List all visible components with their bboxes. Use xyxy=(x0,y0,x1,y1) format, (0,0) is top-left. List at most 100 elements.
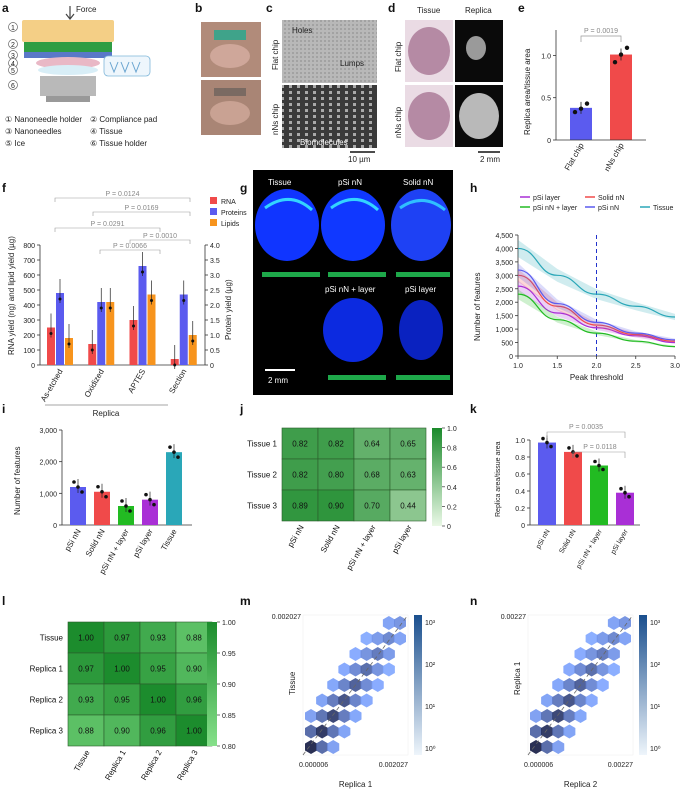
device-photo-top-chip xyxy=(214,30,246,40)
k-point xyxy=(567,446,571,450)
chart-h-features-vs-threshold: 0 500 1,000 1,500 2,000 2,500 3,000 3,500 4,000 4… xyxy=(473,195,680,382)
k-y-tick-label: 0.6 xyxy=(515,472,525,479)
j-cell-label: 0.90 xyxy=(328,502,344,511)
f-y2-tick-label: 3.0 xyxy=(210,273,220,280)
n-hexbin xyxy=(574,693,587,708)
f-y2-tick-label: 0 xyxy=(210,363,214,370)
k-point xyxy=(601,467,605,472)
l-colorbar-label-3: 0.95 xyxy=(222,651,236,658)
n-hexbin xyxy=(585,647,598,661)
k-x-tick-label-0: pSi nN xyxy=(535,529,552,551)
i-point xyxy=(96,484,100,489)
m-y-axis-label: Tissue xyxy=(288,671,297,695)
l-cell xyxy=(103,683,141,716)
i-point xyxy=(104,494,108,499)
f-point xyxy=(99,306,103,310)
e-point xyxy=(612,59,618,65)
f-p-value-0: P = 0.0124 xyxy=(106,191,140,198)
l-cell xyxy=(139,683,177,716)
d-scale-label: 2 mm xyxy=(480,155,500,164)
n-colorbar-label-3: 10³ xyxy=(650,620,661,627)
m-hexbin xyxy=(327,709,340,723)
f-y-tick-label: 100 xyxy=(23,348,35,355)
force-arrow-head xyxy=(65,13,75,20)
h-x-tick-label: 1.5 xyxy=(552,363,562,370)
n-hexbin xyxy=(530,709,542,723)
m-colorbar xyxy=(414,615,422,755)
k-x-tick-label-2: pSi nN + layer xyxy=(576,528,604,570)
k-point xyxy=(549,444,553,449)
j-cell-label: 0.68 xyxy=(364,471,380,480)
f-bar-proteins xyxy=(138,266,147,365)
j-col-label-1: Solid nN xyxy=(319,523,342,554)
m-hexbin xyxy=(349,709,362,723)
sem-images: Flat chip nNs chip Holes Lumps Biomolecu… xyxy=(271,20,377,164)
g-tissue-highlight xyxy=(264,198,314,212)
g-solid-nn-highlight xyxy=(399,199,446,212)
f-point xyxy=(67,342,71,346)
h-line-1 xyxy=(517,293,676,348)
l-row-label-0: Tissue xyxy=(40,634,64,643)
tissue-holder-base xyxy=(46,96,90,102)
m-hexbin xyxy=(338,724,351,739)
l-cell xyxy=(175,714,213,747)
l-cell xyxy=(175,652,213,685)
d-row-label-nns: nNs chip xyxy=(394,106,403,138)
schematic-legend: ① Nanoneedle holder ② Compliance pad ③ Nan… xyxy=(5,115,157,148)
n-colorbar-label-0: 10⁰ xyxy=(650,745,661,753)
f-bar-proteins xyxy=(97,302,106,365)
n-hexbin xyxy=(619,631,631,646)
n-hexbin xyxy=(596,647,609,661)
j-cell xyxy=(317,489,355,522)
l-cell-label: 0.93 xyxy=(150,634,166,643)
m-hexbin xyxy=(327,693,340,708)
m-hexbin xyxy=(338,678,351,692)
m-x-tick-label-1: 0.002027 xyxy=(379,762,408,769)
f-p-value-1: P = 0.0169 xyxy=(125,205,159,212)
panel-label-e: e xyxy=(518,1,525,15)
m-hexbin xyxy=(394,616,406,630)
h-x-axis-label: Peak threshold xyxy=(570,373,623,382)
f-sig-bracket xyxy=(54,227,161,232)
k-y-tick-label: 0 xyxy=(521,523,525,530)
n-hexbin xyxy=(585,678,598,692)
i-bar-0 xyxy=(70,487,86,525)
needle-tips xyxy=(109,61,141,74)
i-y-tick-label: 3,000 xyxy=(39,428,57,435)
l-col-label-3: Replica 3 xyxy=(175,748,200,782)
e-y-axis-label: Replica area/tissue area xyxy=(523,48,532,135)
m-hexbin xyxy=(371,678,384,692)
panel-label-n: n xyxy=(470,594,477,608)
k-point xyxy=(597,463,601,468)
f-y-tick-label: 200 xyxy=(23,333,35,340)
e-p-value: P = 0.0019 xyxy=(584,28,618,35)
i-y-tick-label: 1,000 xyxy=(39,491,57,498)
n-y-tick-label: 0.00227 xyxy=(501,614,526,621)
g-colorbar-psi-nn-layer xyxy=(328,375,386,380)
i-point xyxy=(76,485,80,489)
panel-label-d: d xyxy=(388,1,395,15)
i-point xyxy=(124,504,128,508)
sem-row-label-nns: nNs chip xyxy=(271,103,280,135)
k-sig-bracket-1 xyxy=(572,451,626,458)
n-hexbin xyxy=(552,740,565,754)
m-hexbin xyxy=(360,647,373,661)
schematic-number-2: 2 xyxy=(11,42,15,49)
h-y-tick-label: 3,000 xyxy=(495,273,513,280)
i-x-tick-label-1: Solid nN xyxy=(84,527,107,558)
m-hexbin xyxy=(305,740,317,754)
m-hexbin xyxy=(316,709,329,723)
ice-shape xyxy=(38,65,98,75)
e-x-tick-label-1: nNs chip xyxy=(602,141,626,173)
i-point xyxy=(172,450,176,454)
n-hexbin xyxy=(574,662,587,677)
schematic-number-6: 6 xyxy=(11,83,15,90)
g-image-psi-layer xyxy=(399,300,443,360)
f-point xyxy=(132,324,135,328)
l-cell-label: 0.90 xyxy=(114,727,130,736)
m-hexbin xyxy=(371,647,384,661)
m-hexbin xyxy=(349,662,362,677)
n-hexbin xyxy=(574,709,587,723)
k-x-tick-label-3: pSi layer xyxy=(610,528,630,556)
g-image-psi-nn-layer xyxy=(323,298,383,362)
